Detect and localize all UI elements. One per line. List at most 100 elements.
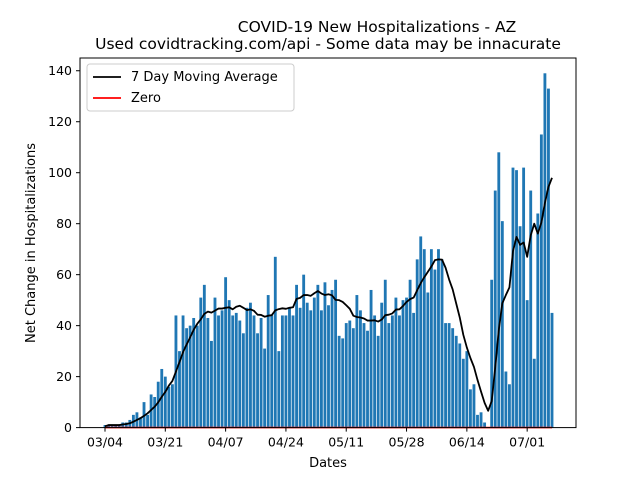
bar (472, 384, 476, 428)
bar (195, 325, 199, 428)
bar (451, 328, 455, 428)
bar (490, 279, 494, 428)
bar-series (103, 73, 554, 428)
bar (110, 425, 114, 428)
bar (401, 300, 405, 428)
y-tick-label: 80 (56, 216, 72, 231)
chart-title: COVID-19 New Hospitalizations - AZ (238, 18, 516, 36)
bar (234, 312, 238, 428)
bar (256, 333, 259, 428)
y-tick-label: 0 (64, 420, 72, 435)
bar (383, 279, 387, 428)
bar (550, 312, 554, 428)
bar (504, 371, 508, 428)
bar (362, 323, 366, 428)
bar (277, 351, 281, 428)
bar (185, 328, 189, 428)
bar (380, 302, 384, 428)
bar (245, 307, 249, 428)
x-tick-label: 03/21 (147, 435, 183, 450)
bar (156, 381, 160, 428)
bar (422, 249, 426, 428)
y-tick-label: 100 (48, 165, 72, 180)
bar (270, 315, 274, 428)
y-tick-label: 40 (56, 318, 72, 333)
bar (312, 297, 316, 428)
bar (483, 422, 487, 428)
bar (398, 315, 401, 428)
bar (288, 307, 291, 428)
bar (117, 425, 121, 428)
bar (390, 315, 394, 428)
bar (500, 221, 504, 428)
bar (461, 358, 465, 428)
bar (227, 300, 231, 428)
bar (231, 315, 235, 428)
bar (465, 351, 469, 428)
bar (522, 167, 526, 428)
bar (202, 284, 206, 428)
y-tick-label: 20 (56, 369, 72, 384)
bar (217, 315, 220, 428)
bar (334, 279, 338, 428)
y-axis: 0 20 40 60 80 100 120 140 (48, 63, 80, 435)
bar (373, 315, 377, 428)
bar (518, 226, 522, 428)
bar (468, 389, 472, 428)
bar (263, 348, 267, 428)
bar (178, 351, 181, 428)
bar (224, 277, 228, 428)
bar (479, 412, 483, 428)
y-tick-label: 60 (56, 267, 72, 282)
bar (259, 317, 263, 428)
bar (337, 335, 341, 428)
bar (213, 297, 217, 428)
y-axis-label: Net Change in Hospitalizations (24, 143, 39, 343)
bar (188, 325, 192, 428)
bar (543, 73, 547, 428)
bar (429, 249, 433, 428)
bar (170, 384, 174, 428)
bar (351, 328, 355, 428)
bar (369, 289, 373, 428)
bar (525, 300, 529, 428)
x-axis: 03/04 03/21 04/07 04/24 05/11 05/28 06/14 07/01 (87, 427, 545, 450)
bar (114, 425, 118, 428)
bar (192, 317, 196, 428)
bar (539, 134, 543, 428)
bar (447, 323, 451, 428)
bar (408, 279, 412, 428)
bar (348, 320, 352, 428)
bar (252, 315, 256, 428)
bar (419, 236, 423, 428)
bar (309, 310, 313, 428)
x-tick-label: 04/07 (208, 435, 244, 450)
bar (146, 414, 149, 428)
bar (476, 414, 479, 428)
bar (458, 343, 462, 428)
bar (323, 282, 327, 428)
bar (284, 315, 288, 428)
bar (529, 190, 533, 428)
bar (220, 310, 224, 428)
bar (341, 338, 345, 428)
y-tick-label: 140 (48, 63, 72, 78)
bar (440, 259, 444, 428)
x-axis-label: Dates (309, 456, 347, 471)
bar (405, 297, 408, 428)
bar (295, 284, 298, 428)
bar (291, 315, 295, 428)
x-tick-label: 07/01 (509, 435, 545, 450)
bar (366, 330, 369, 428)
bar (302, 274, 306, 428)
bar (536, 213, 540, 428)
plot-frame (79, 57, 577, 429)
x-tick-label: 06/14 (449, 435, 485, 450)
bar (316, 284, 320, 428)
bar (547, 88, 550, 428)
moving-average-line (104, 177, 553, 428)
bar (249, 302, 252, 428)
bar (511, 167, 515, 428)
bar (497, 152, 501, 428)
